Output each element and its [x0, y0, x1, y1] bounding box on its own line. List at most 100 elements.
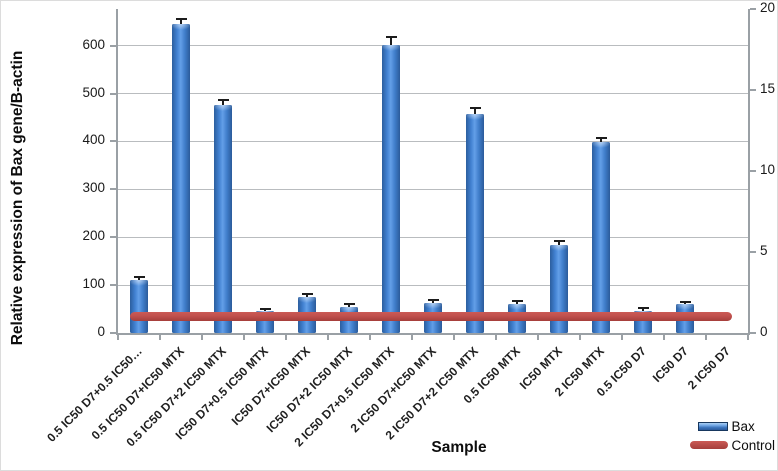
error-bar-cap [427, 299, 439, 302]
y-axis-tick-left [110, 140, 118, 143]
bax-bar-swatch-icon [698, 422, 729, 432]
x-axis-tick [159, 335, 161, 340]
y-axis-tick-left [110, 44, 118, 47]
x-axis-tick [327, 335, 329, 340]
x-axis-tick [663, 335, 665, 340]
bax-bar [214, 104, 232, 333]
y-axis-tick-right [750, 8, 756, 10]
error-bar-cap [133, 275, 145, 278]
x-axis-tick [411, 335, 413, 340]
x-axis-tick [579, 335, 581, 340]
y-axis-title: Relative expression of Bax gene/B-actin [9, 50, 26, 346]
y-axis-tick-left [110, 284, 118, 287]
x-axis-title: Sample [431, 439, 487, 456]
legend-label-bax: Bax [731, 419, 755, 434]
y-axis-tick-label-left: 200 [82, 228, 105, 244]
y-axis-tick-left [110, 188, 118, 191]
bax-bar [172, 24, 190, 333]
error-bar-cap [511, 300, 523, 303]
x-axis-tick [747, 335, 749, 340]
error-bar-stem [474, 108, 476, 114]
y-axis-tick-label-right: 5 [760, 243, 768, 258]
error-bar-stem [558, 241, 560, 246]
y-axis-tick-label-left: 600 [82, 36, 105, 52]
error-bar-stem [390, 37, 392, 45]
error-bar-cap [469, 107, 481, 110]
x-axis-tick [453, 335, 455, 340]
y-axis-tick-left [110, 332, 118, 334]
x-category-label: IC50 D7+IC50 MTX [228, 344, 313, 429]
legend-item-control: Control [690, 437, 775, 453]
x-axis-line [116, 333, 750, 335]
gridline [118, 284, 748, 286]
x-category-label: IC50 D7 [649, 344, 691, 386]
error-bar-cap [553, 240, 565, 242]
left-axis-line [116, 9, 118, 335]
y-axis-tick-label-right: 0 [760, 324, 768, 339]
x-axis-tick [201, 335, 203, 340]
error-bar-stem [348, 304, 350, 307]
control-line-swatch-icon [690, 441, 729, 450]
error-bar-stem [222, 100, 224, 105]
y-axis-tick-label-left: 0 [97, 324, 105, 339]
y-axis-tick-label-right: 15 [760, 81, 776, 96]
x-category-label: 2 IC50 D7 [684, 344, 733, 393]
bax-bar [466, 113, 484, 333]
control-line [130, 312, 732, 322]
gridline [118, 140, 748, 142]
y-axis-tick-label-left: 300 [82, 180, 105, 196]
y-axis-tick-label-left: 500 [82, 84, 105, 100]
legend-label-control: Control [731, 437, 775, 453]
bax-bar [130, 280, 148, 333]
error-bar-cap [595, 136, 607, 139]
legend-item-bax: Bax [690, 420, 775, 434]
error-bar-cap [301, 292, 313, 295]
y-axis-tick-label-left: 400 [82, 132, 105, 148]
error-bar-stem [642, 308, 644, 312]
y-axis-tick-label-right: 10 [760, 162, 776, 177]
error-bar-cap [343, 303, 355, 306]
legend-swatch-wrap [690, 422, 729, 432]
legend-swatch-wrap [690, 441, 729, 450]
y-axis-tick-right [750, 170, 756, 172]
error-bar-cap [259, 307, 271, 310]
x-axis-tick [495, 335, 497, 340]
x-axis-tick [117, 335, 119, 340]
error-bar-stem [180, 19, 182, 25]
error-bar-stem [306, 294, 308, 298]
error-bar-cap [385, 36, 397, 39]
y-axis-tick-right [750, 251, 756, 253]
bax-bar [550, 245, 568, 333]
x-axis-tick [285, 335, 287, 340]
y-axis-tick-left [110, 236, 118, 239]
bax-bar [382, 44, 400, 333]
y-axis-tick-left [110, 92, 118, 95]
x-axis-tick [243, 335, 245, 340]
bax-bar [592, 142, 610, 333]
error-bar-cap [637, 307, 649, 310]
error-bar-stem [516, 301, 518, 305]
y-axis-tick-right [750, 89, 756, 91]
gridline [118, 45, 748, 47]
error-bar-stem [264, 309, 266, 312]
error-bar-stem [138, 277, 140, 281]
gridline [118, 93, 748, 94]
legend: Bax Control [690, 420, 775, 457]
x-axis-tick [369, 335, 371, 340]
error-bar-cap [217, 98, 229, 101]
x-axis-tick [621, 335, 623, 340]
x-axis-tick [705, 335, 707, 340]
y-axis-tick-label-left: 100 [82, 276, 105, 292]
y-axis-tick-label-right: 20 [760, 0, 776, 15]
error-bar-stem [684, 302, 686, 305]
gridline [118, 188, 748, 190]
gridline [118, 236, 748, 238]
right-axis-line [748, 9, 750, 335]
x-axis-tick [537, 335, 539, 340]
y-axis-tick-right [750, 332, 756, 334]
error-bar-cap [175, 17, 187, 20]
error-bar-cap [679, 301, 691, 304]
error-bar-stem [432, 300, 434, 304]
error-bar-stem [600, 138, 602, 143]
